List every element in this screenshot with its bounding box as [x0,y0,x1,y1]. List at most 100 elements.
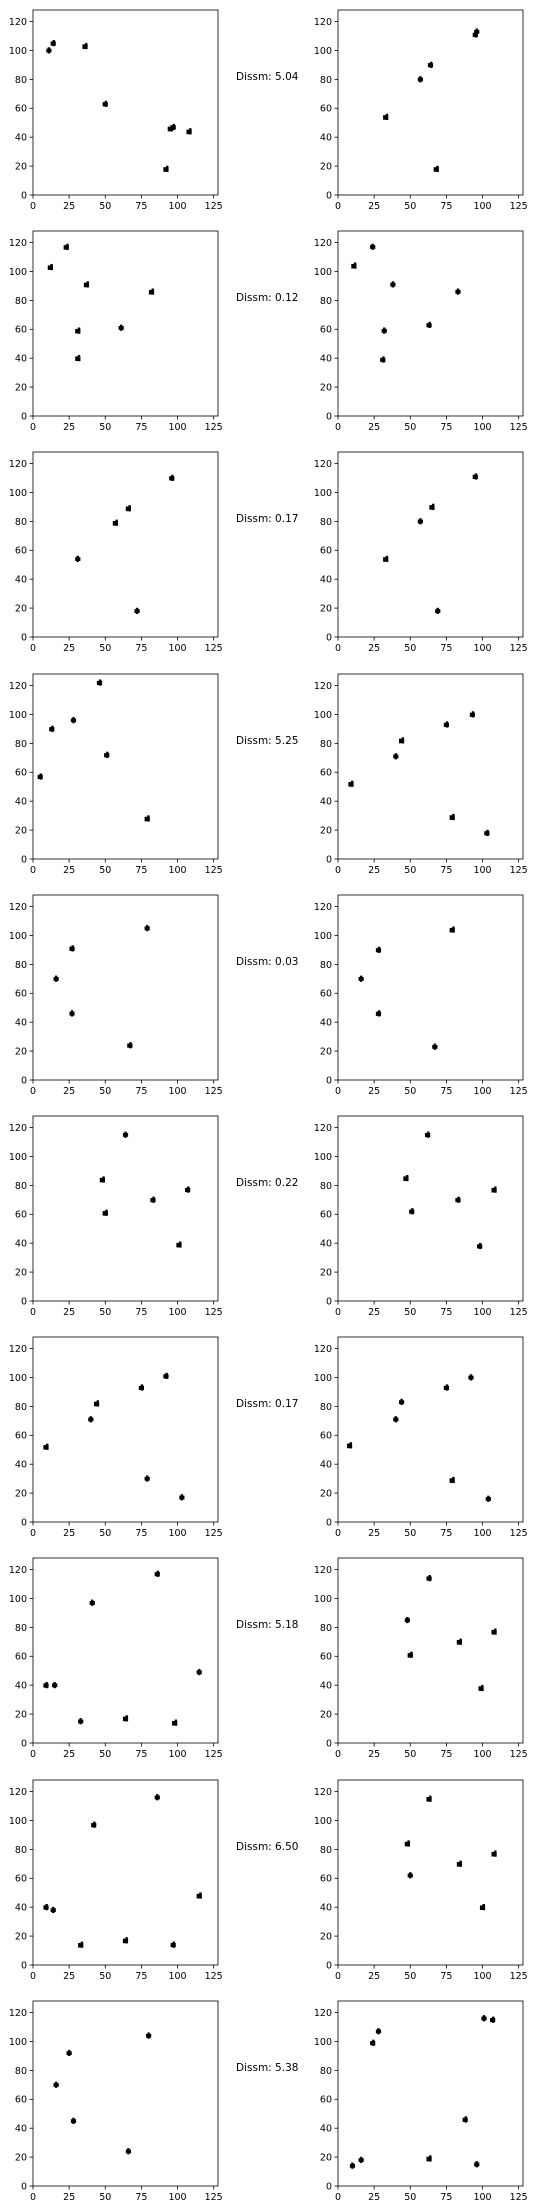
data-point-lobe [409,1872,412,1879]
y-tick-label: 80 [15,517,27,528]
axes-frame [32,894,219,1081]
data-point [443,721,449,728]
data-point-lobe [145,925,149,932]
y-tick-label: 80 [320,1181,332,1192]
x-tick-label: 75 [135,1086,147,1097]
y-tick-label: 20 [320,382,332,393]
data-point [456,1638,463,1645]
data-point [404,1616,410,1624]
y-tick-label: 100 [9,488,27,499]
y-tick-label: 20 [320,1046,332,1057]
data-point [491,1628,497,1635]
x-tick-label: 0 [335,1307,341,1318]
y-tick-label: 120 [9,1565,27,1576]
x-tick-label: 75 [440,1307,452,1318]
y-tick-label: 60 [15,546,27,557]
data-point [449,1476,455,1484]
data-point [349,2162,356,2169]
y-tick-label: 60 [15,1874,27,1885]
data-point-lobe [351,780,354,787]
right-axes-3: 0 25 50 75 100 125 0 20 40 60 80 100 120 [314,673,528,876]
data-point [63,243,69,250]
data-point [37,773,43,780]
data-point-lobe [383,327,386,334]
x-tick-label: 25 [63,1749,75,1760]
x-tick-label: 100 [473,1528,491,1539]
data-point-lobe [481,1684,484,1692]
x-tick-label: 125 [510,1086,528,1097]
data-point [102,1209,108,1216]
data-point [82,42,88,50]
data-point-lobe [429,61,433,68]
x-tick-label: 25 [368,1086,380,1097]
y-tick-label: 20 [320,1709,332,1720]
y-tick-label: 100 [314,1373,332,1384]
left-axes-3: 0 25 50 75 100 125 0 20 40 60 80 100 120 [9,673,223,876]
data-point-lobe [39,773,43,780]
x-tick-label: 125 [205,1528,223,1539]
x-tick-label: 100 [473,1749,491,1760]
data-point [433,165,439,172]
x-tick-label: 50 [404,1971,416,1982]
data-point-lobe [436,165,439,172]
y-tick-label: 100 [314,1816,332,1827]
right-axes-1: 0 25 50 75 100 125 0 20 40 60 80 100 120 [314,230,528,433]
data-point-lobe [353,262,357,269]
y-tick-label: 40 [15,2124,27,2135]
data-point [383,113,389,120]
y-tick-label: 20 [15,825,27,836]
data-point-lobe [80,1941,84,1948]
x-tick-label: 125 [205,1971,223,1982]
x-tick-label: 0 [30,1749,36,1760]
y-tick-label: 60 [15,989,27,1000]
y-tick-label: 20 [15,1931,27,1942]
axes-frame [32,2000,219,2187]
y-tick-label: 100 [314,267,332,278]
data-point [75,555,81,562]
y-tick-label: 80 [320,1845,332,1856]
y-tick-label: 100 [314,1152,332,1163]
x-tick-label: 75 [440,1086,452,1097]
data-point-lobe [494,1628,497,1635]
data-point [170,123,176,131]
x-tick-label: 0 [30,1086,36,1097]
x-tick-label: 100 [168,1749,186,1760]
data-point [169,474,175,482]
y-tick-label: 60 [15,2095,27,2106]
data-point-lobe [428,1575,431,1582]
y-tick-label: 60 [15,1431,27,1442]
x-tick-label: 0 [30,1528,36,1539]
x-tick-label: 0 [335,1086,341,1097]
y-tick-label: 60 [320,1874,332,1885]
data-point [185,1186,191,1193]
data-point-lobe [464,2116,467,2123]
x-tick-label: 25 [63,201,75,212]
dissm-label: Dissm: 0.17 [236,513,298,525]
y-tick-label: 40 [15,1903,27,1914]
data-point-lobe [475,2161,478,2168]
data-point-lobe [372,2039,375,2046]
x-tick-label: 100 [168,201,186,212]
y-tick-label: 60 [15,325,27,336]
right-axes-8: 0 25 50 75 100 125 0 20 40 60 80 100 120 [314,1779,528,1982]
x-tick-label: 100 [168,422,186,433]
y-tick-label: 120 [314,1565,332,1576]
y-tick-label: 120 [314,2008,332,2019]
y-tick-label: 0 [21,1296,27,1307]
x-tick-label: 0 [30,422,36,433]
data-point-lobe [459,1860,462,1867]
x-tick-label: 25 [368,1971,380,1982]
x-tick-label: 100 [473,2192,491,2203]
data-point-lobe [457,1196,460,1203]
x-tick-label: 50 [404,865,416,876]
data-point [443,1384,449,1391]
data-point-lobe [105,1209,108,1216]
data-point-lobe [72,717,75,724]
y-tick-label: 80 [15,1181,27,1192]
x-tick-label: 25 [63,643,75,654]
data-point [346,1442,353,1449]
data-point-lobe [436,607,439,614]
y-tick-label: 60 [15,104,27,115]
y-tick-label: 100 [314,46,332,57]
data-point-lobe [445,1384,449,1391]
